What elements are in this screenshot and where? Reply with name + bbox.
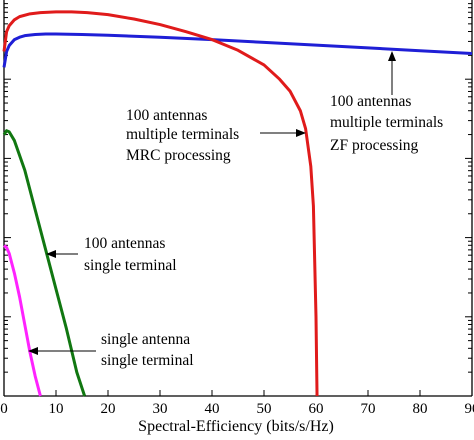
x-tick-label-70: 70 bbox=[361, 401, 376, 417]
annotation-zf-line-1: 100 antennas bbox=[330, 93, 411, 110]
series-line-2 bbox=[2, 129, 87, 397]
x-tick-label-30: 30 bbox=[153, 401, 168, 417]
x-axis-title: Spectral-Efficiency (bits/s/Hz) bbox=[138, 418, 334, 435]
x-tick-labels: 0 10 20 30 40 50 60 70 80 90 bbox=[0, 401, 474, 417]
x-tick-label-80: 80 bbox=[413, 401, 428, 417]
annotation-mrc-line-3: MRC processing bbox=[126, 147, 231, 164]
x-tick-label-50: 50 bbox=[257, 401, 272, 417]
x-tick-label-40: 40 bbox=[205, 401, 220, 417]
x-tick-label-10: 10 bbox=[49, 401, 64, 417]
annotation-single-antenna-line-2: single terminal bbox=[101, 352, 194, 369]
series-line-0 bbox=[2, 32, 473, 68]
annotation-single-terminal: 100 antennas single terminal bbox=[46, 235, 177, 274]
annotation-single-terminal-line-1: 100 antennas bbox=[84, 235, 165, 252]
annotation-mrc-line-1: 100 antennas bbox=[126, 107, 207, 124]
annotation-zf-line-2: multiple terminals bbox=[330, 114, 443, 131]
annotation-single-terminal-line-2: single terminal bbox=[84, 257, 177, 274]
x-tick-label-0: 0 bbox=[0, 401, 8, 417]
annotation-mrc: 100 antennas multiple terminals MRC proc… bbox=[126, 107, 306, 164]
annotation-single-antenna: single antenna single terminal bbox=[28, 331, 194, 369]
series-line-3 bbox=[3, 244, 42, 397]
y-axis-ticks bbox=[4, 3, 472, 397]
annotation-single-terminal-arrowhead bbox=[46, 250, 56, 258]
annotation-mrc-line-2: multiple terminals bbox=[126, 126, 239, 143]
annotation-mrc-arrowhead bbox=[296, 129, 306, 137]
x-axis-ticks bbox=[3, 390, 473, 396]
series-layer bbox=[2, 10, 473, 397]
annotation-zf: 100 antennas multiple terminals ZF proce… bbox=[330, 51, 443, 154]
annotation-single-antenna-line-1: single antenna bbox=[101, 331, 190, 348]
x-tick-label-90: 90 bbox=[465, 401, 474, 417]
annotation-single-antenna-arrowhead bbox=[28, 347, 38, 355]
series-line-1 bbox=[2, 10, 319, 397]
annotation-zf-arrowhead bbox=[388, 51, 396, 61]
plot-area bbox=[2, 0, 473, 397]
x-tick-label-60: 60 bbox=[309, 401, 324, 417]
annotations: 100 antennas multiple terminals MRC proc… bbox=[28, 51, 443, 369]
annotation-zf-line-3: ZF processing bbox=[330, 137, 419, 154]
x-tick-label-20: 20 bbox=[101, 401, 116, 417]
